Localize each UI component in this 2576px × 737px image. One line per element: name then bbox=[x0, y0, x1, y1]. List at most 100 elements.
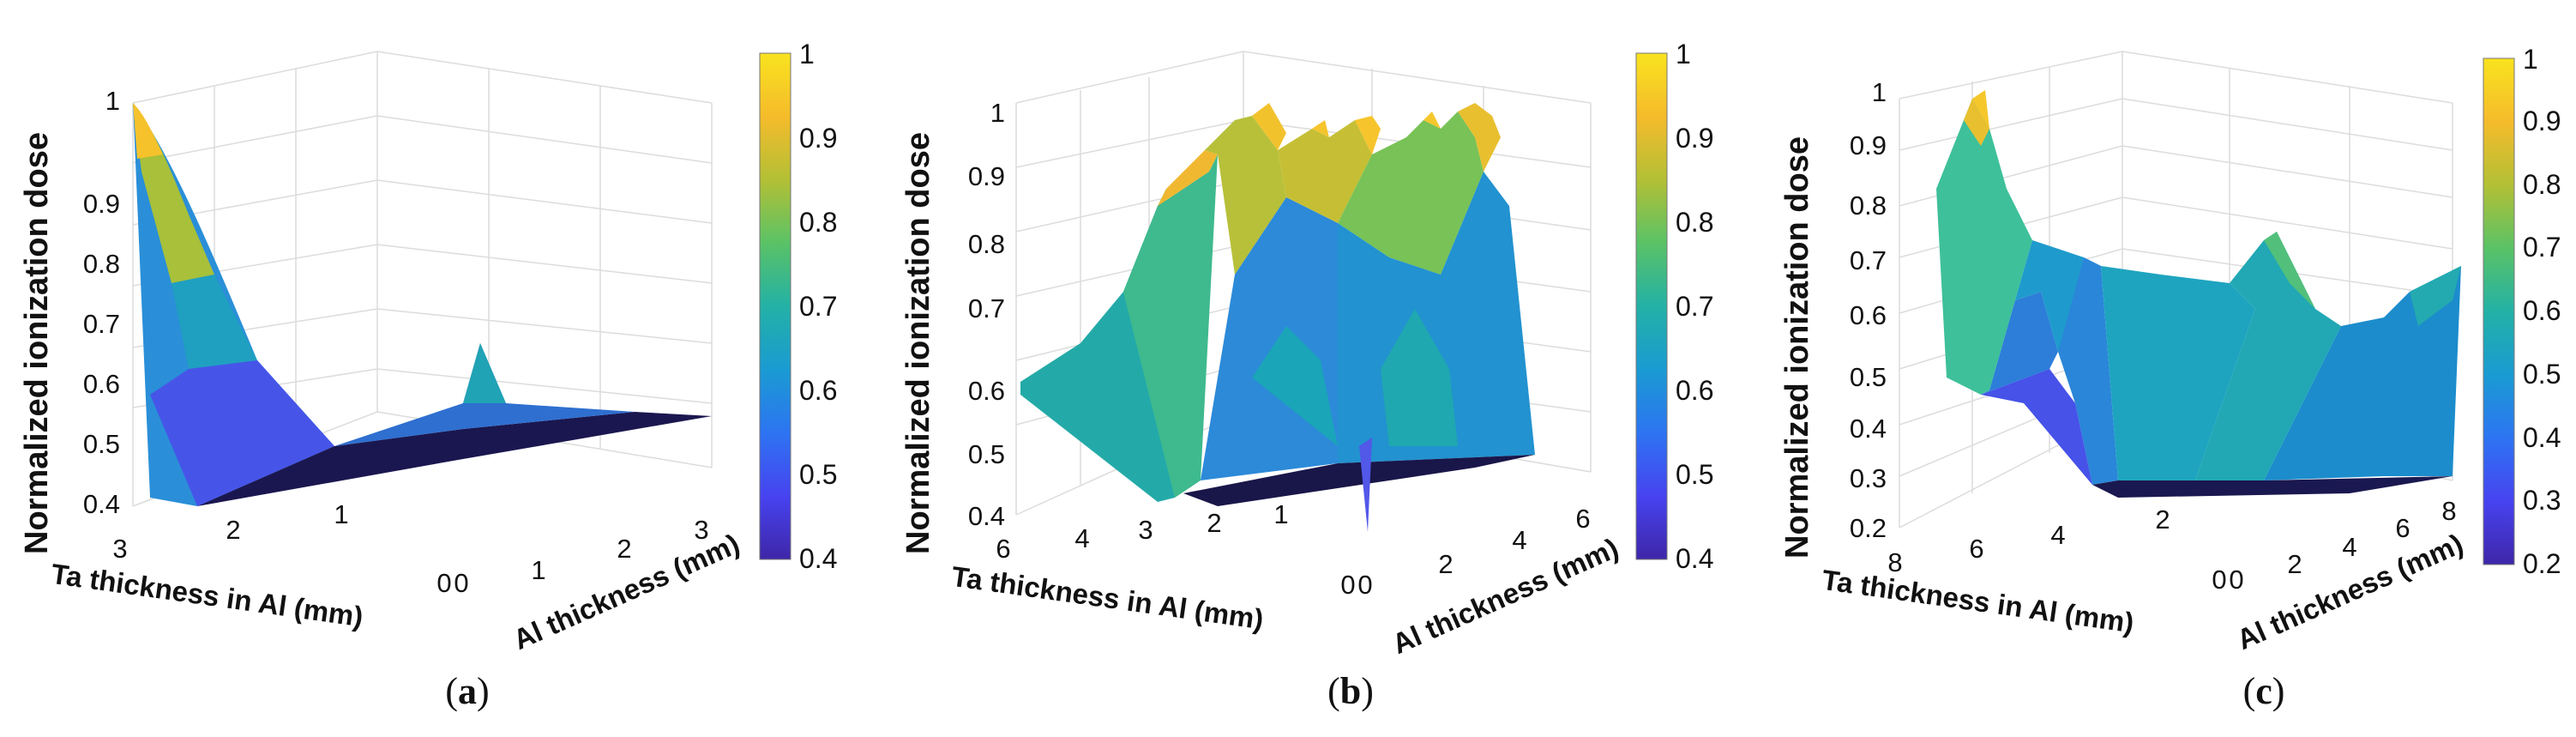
colorbar-gradient bbox=[759, 52, 791, 560]
x-axis-label-a: Ta thickness in Al (mm) bbox=[49, 558, 364, 633]
y-tick: 2 bbox=[617, 534, 631, 564]
colorbar-tick: 0.8 bbox=[799, 207, 837, 238]
colorbar-b: 0.4 0.5 0.6 0.7 0.8 0.9 1 bbox=[1635, 39, 1713, 574]
z-tick: 0.5 bbox=[83, 429, 120, 459]
panel-c: 0.2 0.3 0.4 0.5 0.6 0.7 0.8 0.9 1 Normal… bbox=[1779, 44, 2561, 712]
colorbar-tick: 0.5 bbox=[2523, 359, 2561, 390]
z-tick: 0.3 bbox=[1850, 463, 1887, 493]
colorbar-tick: 0.4 bbox=[1676, 543, 1713, 574]
colorbar-tick: 1 bbox=[799, 39, 815, 69]
z-tick: 0.7 bbox=[1850, 245, 1887, 275]
x-tick: 2 bbox=[1207, 508, 1221, 538]
x-tick: 6 bbox=[1969, 534, 1983, 564]
z-ticks-c: 0.2 0.3 0.4 0.5 0.6 0.7 0.8 0.9 1 bbox=[1850, 77, 1887, 543]
z-tick: 0.2 bbox=[1850, 513, 1887, 543]
y-ticks-b: 0 2 4 6 bbox=[1357, 504, 1590, 600]
surface-c bbox=[1936, 90, 2461, 498]
x-tick: 0 bbox=[2212, 565, 2226, 595]
colorbar-tick: 0.9 bbox=[2523, 106, 2561, 136]
x-ticks-a: 3 2 1 0 bbox=[112, 499, 451, 598]
x-ticks-c: 8 6 4 2 0 bbox=[1887, 504, 2226, 595]
panel-label-a: (a) bbox=[445, 670, 489, 712]
colorbar-tick: 0.5 bbox=[799, 459, 837, 490]
x-tick: 4 bbox=[1074, 523, 1089, 553]
colorbar-c: 0.2 0.3 0.4 0.5 0.6 0.7 0.8 0.9 1 bbox=[2483, 44, 2561, 579]
x-axis-label-b: Ta thickness in Al (mm) bbox=[949, 560, 1265, 636]
y-tick: 0 bbox=[2229, 565, 2243, 595]
panel-b: 0.4 0.5 0.6 0.7 0.8 0.9 1 Normalized ion… bbox=[900, 39, 1713, 712]
z-axis-label-b: Normalized ionization dose bbox=[900, 132, 936, 554]
colorbar-tick: 1 bbox=[2523, 44, 2538, 75]
z-tick: 0.6 bbox=[1850, 300, 1887, 330]
colorbar-tick: 0.7 bbox=[2523, 232, 2561, 263]
colorbar-tick: 0.6 bbox=[2523, 295, 2561, 326]
x-axis-label-c: Ta thickness in Al (mm) bbox=[1820, 564, 2135, 639]
colorbar-tick: 0.4 bbox=[2523, 422, 2561, 453]
surface-b bbox=[1020, 103, 1535, 532]
colorbar-a: 0.4 0.5 0.6 0.7 0.8 0.9 1 bbox=[759, 39, 837, 574]
colorbar-tick: 0.8 bbox=[2523, 169, 2561, 200]
z-tick: 1 bbox=[105, 86, 120, 116]
y-tick: 4 bbox=[1512, 525, 1526, 555]
colorbar-tick: 0.2 bbox=[2523, 548, 2561, 579]
z-axis-label-c: Normalized ionization dose bbox=[1779, 136, 1815, 559]
z-tick: 0.5 bbox=[1850, 362, 1887, 392]
colorbar-tick: 1 bbox=[1676, 39, 1691, 69]
z-tick: 0.8 bbox=[1850, 190, 1887, 220]
x-tick: 2 bbox=[2155, 504, 2170, 535]
colorbar-tick: 0.9 bbox=[799, 123, 837, 154]
panel-label-b: (b) bbox=[1327, 670, 1374, 712]
z-ticks-a: 0.4 0.5 0.6 0.7 0.8 0.9 1 bbox=[83, 86, 120, 519]
z-tick: 0.4 bbox=[83, 489, 120, 519]
y-tick: 6 bbox=[2395, 513, 2410, 543]
x-tick: 0 bbox=[436, 568, 451, 598]
z-tick: 0.9 bbox=[83, 189, 120, 219]
colorbar-tick: 0.5 bbox=[1676, 459, 1713, 490]
y-axis-label-b: Al thickness (mm) bbox=[1387, 532, 1623, 660]
y-ticks-a: 0 1 2 3 bbox=[454, 515, 708, 598]
colorbar-tick: 0.7 bbox=[1676, 291, 1713, 322]
panel-label-c: (c) bbox=[2243, 670, 2285, 712]
x-tick: 0 bbox=[1340, 570, 1355, 600]
colorbar-gradient bbox=[2483, 57, 2515, 565]
z-tick: 0.4 bbox=[1850, 414, 1887, 444]
z-tick: 0.9 bbox=[968, 161, 1005, 191]
x-tick: 8 bbox=[1887, 547, 1902, 577]
z-axis-label-a: Normalized ionization dose bbox=[19, 132, 55, 554]
colorbar-tick: 0.3 bbox=[2523, 485, 2561, 516]
y-tick: 0 bbox=[1357, 570, 1372, 600]
y-tick: 0 bbox=[454, 568, 468, 598]
z-ticks-b: 0.4 0.5 0.6 0.7 0.8 0.9 1 bbox=[968, 98, 1005, 531]
x-tick: 3 bbox=[112, 534, 127, 564]
x-tick: 1 bbox=[334, 499, 348, 529]
colorbar-tick: 0.4 bbox=[799, 543, 837, 574]
y-tick: 3 bbox=[694, 515, 708, 545]
z-tick: 0.6 bbox=[968, 376, 1005, 406]
panel-a: 0.4 0.5 0.6 0.7 0.8 0.9 1 Normalized ion… bbox=[19, 39, 837, 712]
x-tick: 3 bbox=[1138, 515, 1153, 545]
colorbar-gradient bbox=[1635, 52, 1668, 560]
y-tick: 2 bbox=[2287, 549, 2302, 579]
z-tick: 0.9 bbox=[1850, 130, 1887, 160]
y-tick: 4 bbox=[2342, 532, 2356, 562]
x-tick: 2 bbox=[226, 515, 240, 545]
colorbar-tick: 0.8 bbox=[1676, 207, 1713, 238]
y-tick: 6 bbox=[1575, 504, 1590, 534]
colorbar-tick: 0.6 bbox=[799, 375, 837, 406]
z-tick: 0.8 bbox=[968, 229, 1005, 259]
x-tick: 1 bbox=[1273, 499, 1288, 529]
y-tick: 8 bbox=[2441, 496, 2456, 526]
z-tick: 1 bbox=[1872, 77, 1887, 107]
colorbar-tick: 0.6 bbox=[1676, 375, 1713, 406]
z-tick: 0.7 bbox=[83, 309, 120, 339]
z-tick: 0.8 bbox=[83, 249, 120, 279]
x-ticks-b: 6 4 3 2 1 0 bbox=[996, 499, 1355, 600]
y-tick: 1 bbox=[531, 555, 545, 585]
y-ticks-c: 0 2 4 6 8 bbox=[2229, 496, 2456, 595]
z-tick: 1 bbox=[990, 98, 1005, 128]
z-tick: 0.7 bbox=[968, 293, 1005, 323]
y-tick: 2 bbox=[1438, 549, 1453, 579]
x-tick: 4 bbox=[2050, 520, 2065, 550]
colorbar-tick: 0.7 bbox=[799, 291, 837, 322]
